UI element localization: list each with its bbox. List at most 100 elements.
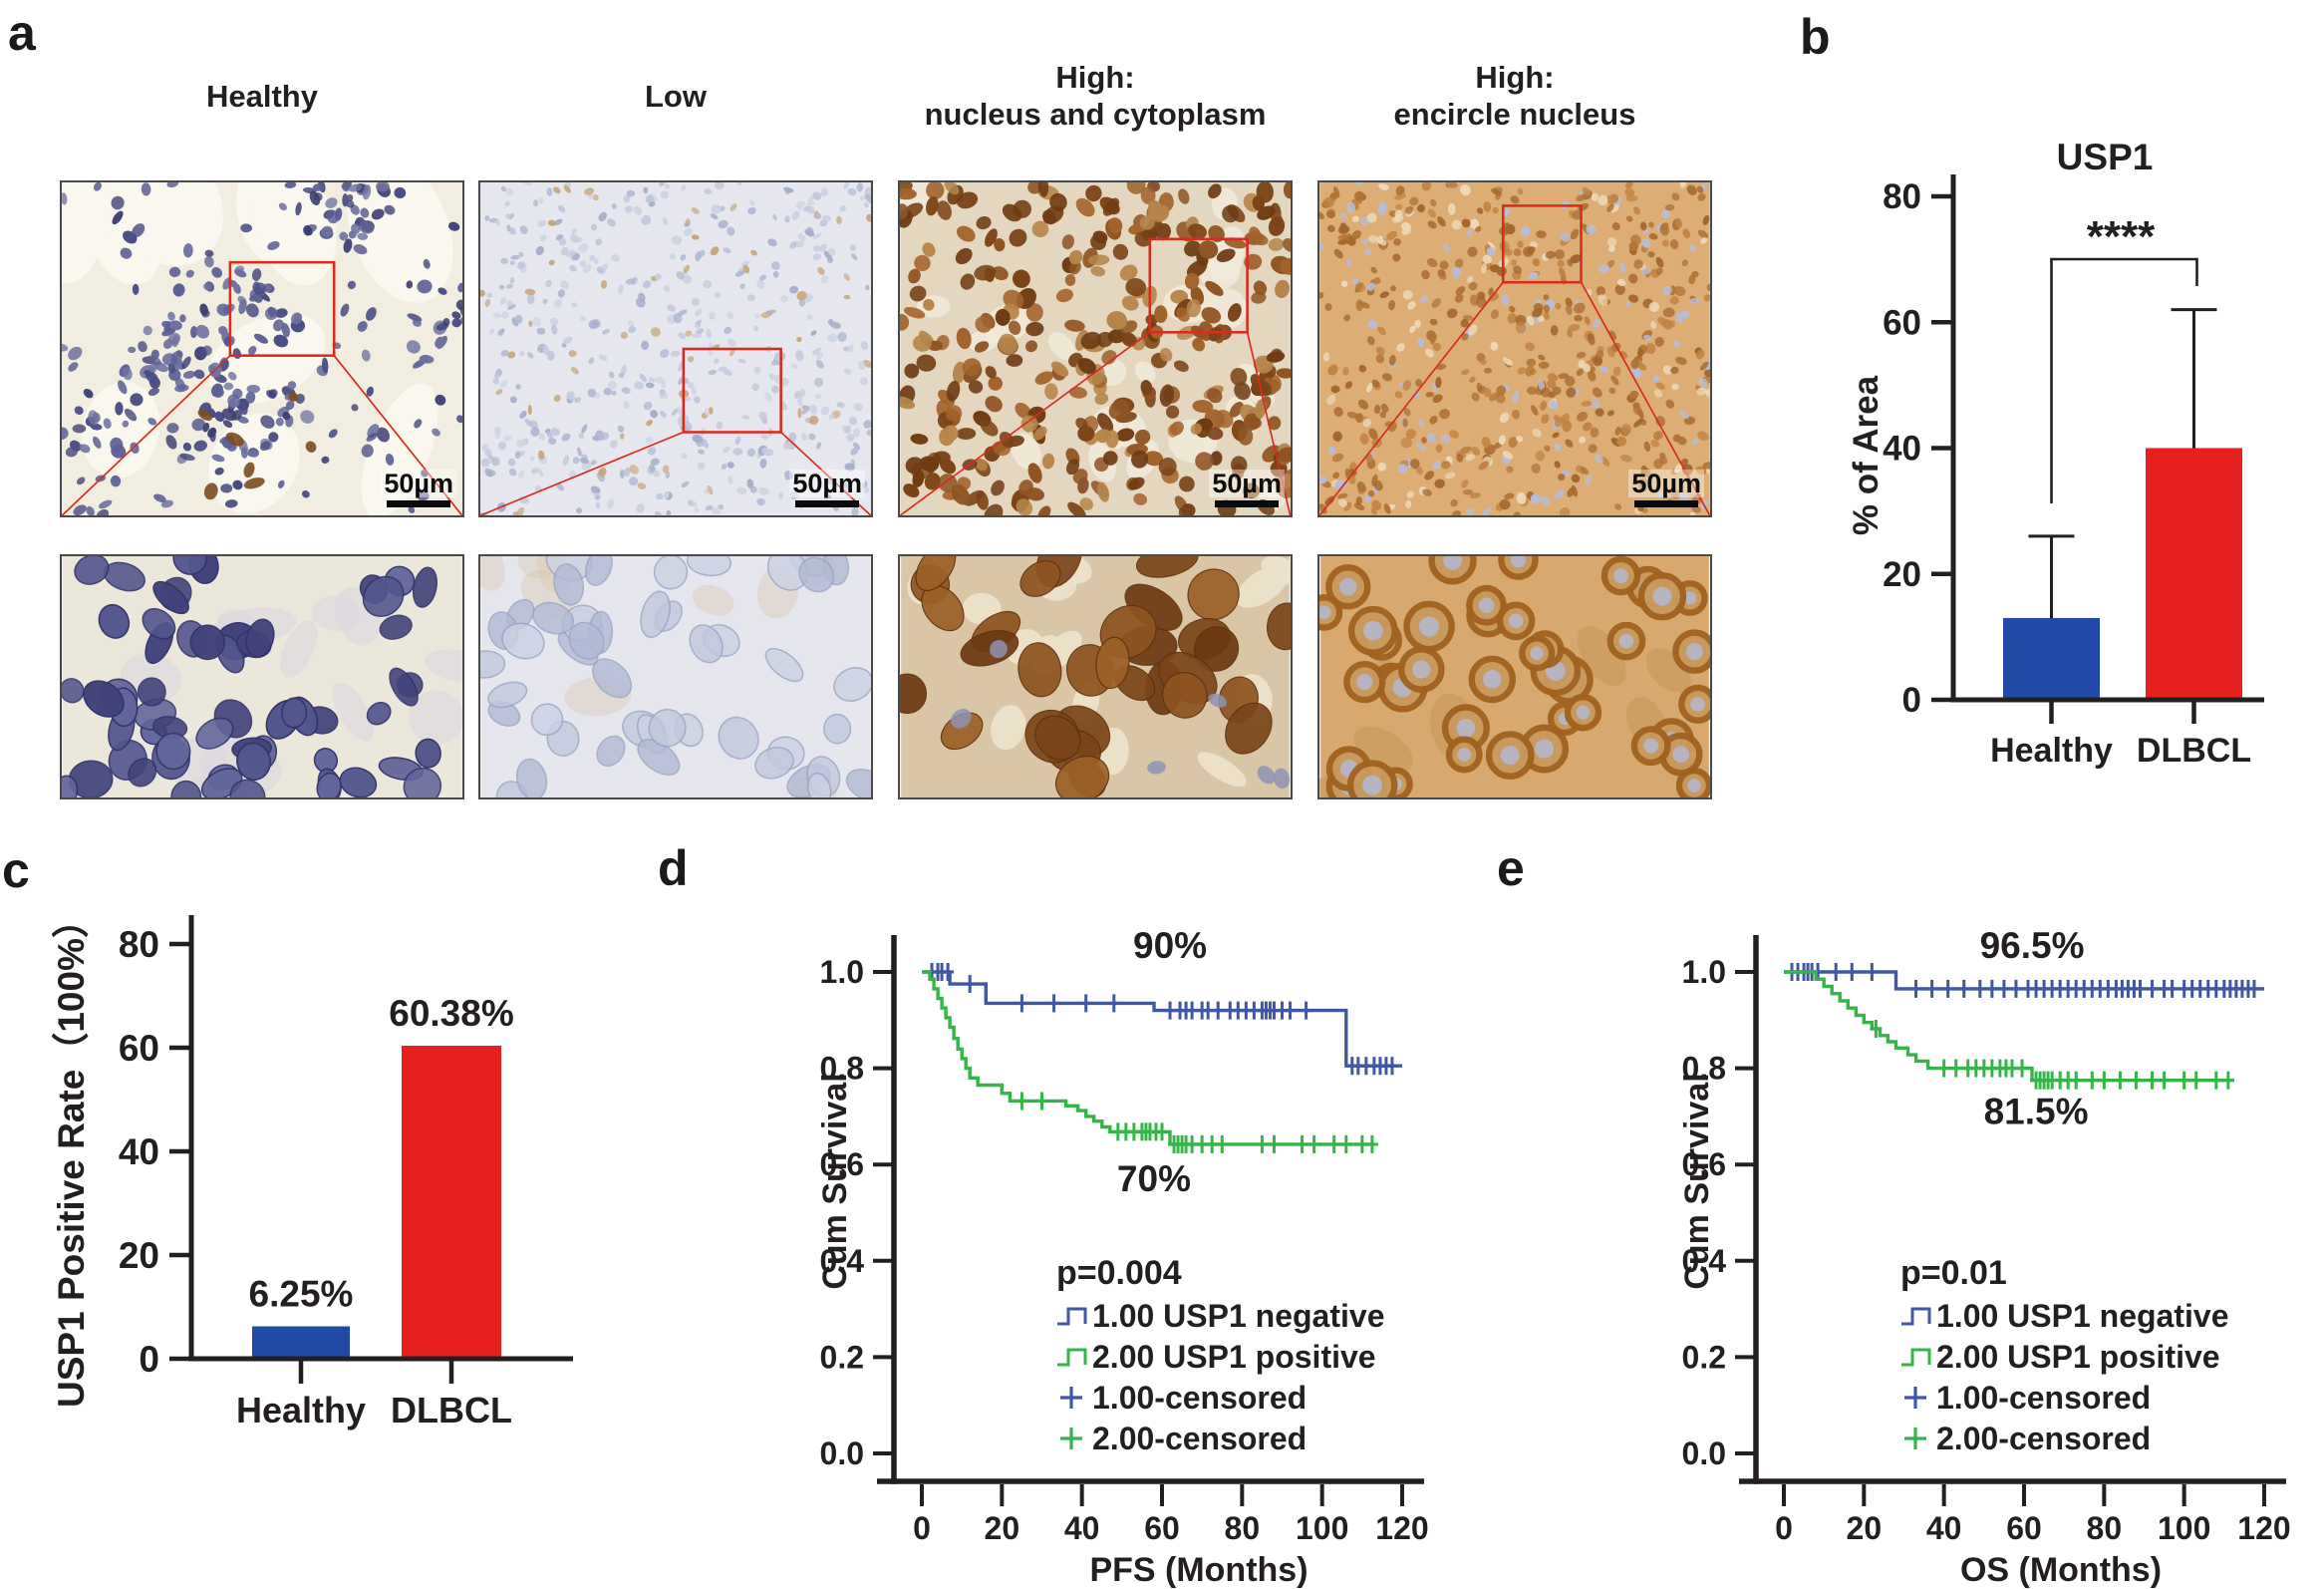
- cell-blob: [1688, 244, 1697, 252]
- cell-blob: [621, 364, 628, 376]
- cell-blob: [1641, 238, 1650, 248]
- cell-blob: [1395, 203, 1403, 210]
- cell-blob: [1669, 487, 1680, 500]
- cell-blob: [249, 293, 260, 302]
- cell-blob: [509, 260, 515, 265]
- cell-blob: [537, 219, 546, 227]
- cell-blob: [900, 203, 909, 219]
- cell-blob: [1576, 193, 1588, 201]
- ihc-healthy-overview-canvas: [62, 182, 462, 515]
- legend-step-symbol: [1057, 1307, 1087, 1326]
- cell-blob: [681, 184, 687, 191]
- cell-blob: [863, 202, 869, 208]
- cell-nucleus: [1443, 556, 1462, 570]
- panel-a-label: a: [8, 5, 36, 61]
- cell-blob: [1370, 507, 1377, 515]
- cell-blob: [1268, 237, 1285, 251]
- cell-blob: [253, 333, 268, 344]
- cell-blob: [830, 321, 841, 329]
- cell-blob: [602, 329, 610, 335]
- cell-blob: [777, 492, 784, 500]
- cell-blob: [501, 622, 545, 660]
- cell-blob: [516, 506, 524, 515]
- cell-blob: [214, 467, 224, 476]
- cell-blob: [492, 378, 500, 385]
- cell-blob: [1319, 241, 1324, 251]
- cell-blob: [576, 507, 583, 514]
- cell-blob: [592, 436, 599, 442]
- cell-blob: [268, 389, 278, 399]
- cell-blob: [1327, 364, 1338, 376]
- magnify-inset-rect: [228, 260, 336, 357]
- cell-blob: [1227, 303, 1242, 322]
- cell-blob: [202, 283, 212, 291]
- cell-blob: [1444, 472, 1456, 479]
- cell-blob: [1101, 350, 1117, 365]
- cell-blob: [508, 468, 517, 477]
- cell-blob: [1079, 497, 1093, 510]
- cell-blob: [1283, 237, 1291, 252]
- cell-blob: [1343, 314, 1351, 322]
- cell-blob: [706, 328, 713, 339]
- cell-blob: [222, 420, 233, 429]
- cell-blob: [1319, 292, 1324, 299]
- cell-blob: [805, 200, 815, 207]
- km-ylabel: Cum Survival: [1678, 1073, 1716, 1289]
- cell-blob: [1460, 446, 1472, 454]
- cell-blob: [655, 273, 662, 281]
- cell-blob: [278, 202, 287, 211]
- cell-blob: [976, 490, 989, 510]
- cell-blob: [83, 680, 125, 718]
- cell-blob: [789, 490, 799, 500]
- km-curve: [922, 970, 1374, 1146]
- cell-blob: [1483, 201, 1492, 212]
- cell-blob: [1143, 451, 1164, 467]
- cell-blob: [1652, 375, 1660, 383]
- cell-blob: [1513, 511, 1521, 515]
- cell-blob: [1108, 399, 1130, 420]
- cell-blob: [1042, 209, 1056, 225]
- cell-blob: [1525, 342, 1535, 351]
- cell-blob: [645, 436, 654, 445]
- cell-blob: [594, 494, 601, 500]
- cell-blob: [500, 257, 508, 264]
- cell-blob: [1665, 399, 1675, 409]
- cell-blob: [1489, 264, 1501, 273]
- cell-blob: [371, 208, 385, 220]
- cell-blob: [190, 325, 198, 339]
- cell-blob: [1532, 308, 1543, 318]
- cell-blob: [517, 556, 559, 579]
- cell-blob: [1477, 291, 1486, 300]
- cell-blob: [1075, 197, 1095, 217]
- cell-blob: [394, 186, 407, 199]
- ihc-low-magnified-canvas: [480, 556, 871, 797]
- cell-blob: [865, 193, 871, 204]
- cell-blob: [1425, 392, 1435, 398]
- cell-blob: [912, 334, 932, 352]
- cell-blob: [1532, 429, 1542, 438]
- cell-blob: [214, 411, 225, 423]
- cell-blob: [148, 363, 157, 374]
- cell-blob: [273, 334, 289, 348]
- cell-blob: [223, 382, 234, 391]
- x-tick-label: 0: [1775, 1510, 1793, 1546]
- cell-blob: [362, 184, 372, 200]
- ihc-healthy-magnified-image: [60, 554, 464, 799]
- cell-blob: [179, 453, 195, 462]
- cell-blob: [357, 321, 368, 332]
- cell-blob: [500, 350, 509, 357]
- cell-blob: [484, 214, 490, 221]
- cell-blob: [1251, 291, 1267, 304]
- cell-blob: [1417, 419, 1425, 428]
- legend-label: 1.00-censored: [1936, 1380, 2151, 1416]
- cell-blob: [1450, 498, 1458, 507]
- cell-blob: [553, 563, 584, 606]
- cell-blob: [721, 464, 727, 471]
- cell-blob: [667, 304, 677, 312]
- cell-blob: [201, 345, 212, 356]
- cell-blob: [1587, 333, 1596, 346]
- cell-blob: [138, 341, 147, 353]
- cell-blob: [1324, 303, 1332, 311]
- cell-blob: [708, 370, 718, 376]
- cell-blob: [1197, 752, 1247, 788]
